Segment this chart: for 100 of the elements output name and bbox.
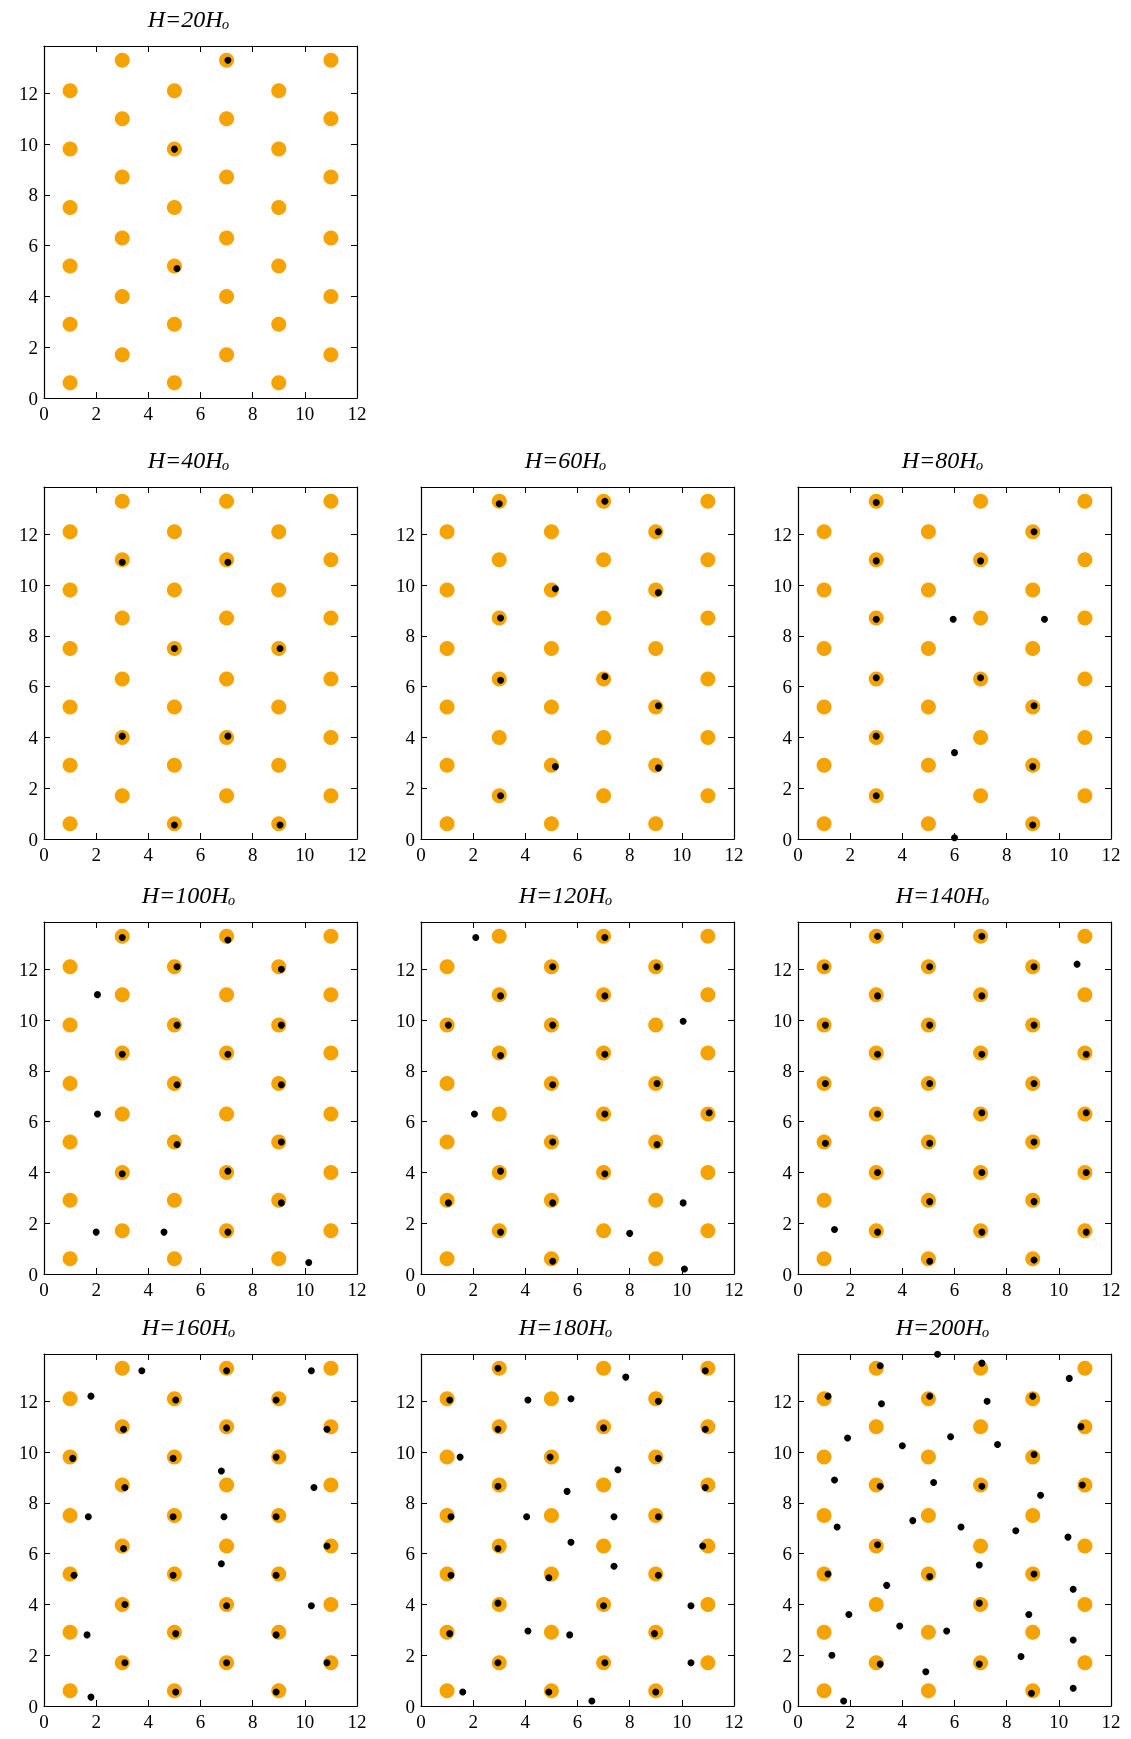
- point: [271, 699, 287, 715]
- point: [439, 1251, 455, 1267]
- point: [596, 788, 612, 804]
- point: [1073, 960, 1081, 968]
- y-tick-label: 10: [396, 1441, 415, 1463]
- y-tick-label: 12: [396, 523, 415, 545]
- y-tick-label: 4: [28, 726, 39, 748]
- y-tick-label: 8: [405, 625, 415, 647]
- y-tick-label: 4: [405, 1593, 416, 1615]
- y-tick-label: 6: [782, 1111, 792, 1133]
- point: [439, 1076, 455, 1092]
- point: [1040, 615, 1048, 623]
- y-tick-label: 10: [19, 574, 38, 596]
- x-tick-label: 10: [1049, 1279, 1069, 1300]
- point: [1065, 1374, 1073, 1382]
- x-tick-label: 12: [1101, 1279, 1121, 1300]
- point: [1077, 729, 1093, 745]
- x-tick-label: 2: [845, 844, 855, 865]
- point: [219, 493, 235, 509]
- point: [1077, 1538, 1093, 1554]
- x-tick-label: 4: [143, 403, 154, 424]
- point: [219, 788, 235, 804]
- point: [920, 1683, 936, 1699]
- point: [1077, 552, 1093, 568]
- point: [323, 729, 339, 745]
- point: [323, 1223, 339, 1239]
- point: [459, 1688, 467, 1696]
- chart-title: H=40Hₒ: [146, 447, 230, 473]
- point: [114, 347, 130, 363]
- point: [219, 1477, 235, 1493]
- point: [62, 1624, 78, 1640]
- y-tick-label: 6: [782, 1543, 792, 1565]
- y-tick-label: 12: [19, 958, 38, 980]
- point: [166, 524, 182, 540]
- point: [166, 757, 182, 773]
- point: [648, 641, 664, 657]
- y-tick-label: 12: [773, 1390, 792, 1412]
- chart-title: H=140Hₒ: [894, 882, 990, 908]
- point: [323, 671, 339, 687]
- x-tick-label: 12: [724, 1279, 744, 1300]
- point: [679, 1017, 687, 1025]
- point: [271, 200, 287, 216]
- point: [219, 610, 235, 626]
- x-tick-label: 6: [949, 844, 960, 865]
- point: [543, 524, 559, 540]
- x-tick-label: 8: [247, 403, 258, 424]
- point: [219, 169, 235, 185]
- x-tick-label: 8: [1001, 1711, 1012, 1732]
- point: [543, 1624, 559, 1640]
- x-tick-label: 12: [724, 844, 744, 865]
- x-tick-label: 12: [347, 1279, 367, 1300]
- point: [114, 1223, 130, 1239]
- x-tick-label: 6: [949, 1279, 960, 1300]
- y-tick-label: 6: [405, 1111, 415, 1133]
- y-tick-label: 4: [28, 1161, 39, 1183]
- x-tick-label: 10: [295, 1711, 315, 1732]
- point: [323, 288, 339, 304]
- y-tick-label: 12: [773, 958, 792, 980]
- point: [62, 816, 78, 832]
- point: [62, 1017, 78, 1033]
- x-tick-label: 6: [195, 1279, 206, 1300]
- point: [271, 141, 287, 157]
- point: [323, 493, 339, 509]
- x-tick-label: 8: [247, 1279, 258, 1300]
- point: [114, 1106, 130, 1122]
- x-tick-label: 8: [247, 1711, 258, 1732]
- point: [323, 52, 339, 68]
- y-tick-label: 2: [28, 777, 38, 799]
- y-tick-label: 0: [28, 1695, 38, 1717]
- y-tick-label: 2: [28, 336, 38, 358]
- point: [700, 788, 716, 804]
- point: [816, 1449, 832, 1465]
- point: [62, 141, 78, 157]
- point: [472, 933, 480, 941]
- point: [323, 1164, 339, 1180]
- point: [543, 1508, 559, 1524]
- point: [220, 1513, 228, 1521]
- point: [62, 524, 78, 540]
- point: [323, 788, 339, 804]
- point: [439, 524, 455, 540]
- point: [491, 928, 507, 944]
- point: [994, 1440, 1002, 1448]
- point: [973, 493, 989, 509]
- point: [700, 552, 716, 568]
- point: [840, 1697, 848, 1705]
- point: [93, 991, 101, 999]
- point: [456, 1453, 464, 1461]
- x-tick-label: 2: [91, 403, 101, 424]
- point: [271, 524, 287, 540]
- point: [563, 1487, 571, 1495]
- x-tick-label: 10: [1049, 844, 1069, 865]
- point: [62, 959, 78, 975]
- point: [217, 1467, 225, 1475]
- point: [973, 610, 989, 626]
- point: [114, 288, 130, 304]
- point: [816, 1624, 832, 1640]
- point: [1025, 1508, 1041, 1524]
- x-tick-label: 8: [624, 844, 635, 865]
- y-tick-label: 0: [782, 1695, 792, 1717]
- y-tick-label: 4: [405, 1161, 416, 1183]
